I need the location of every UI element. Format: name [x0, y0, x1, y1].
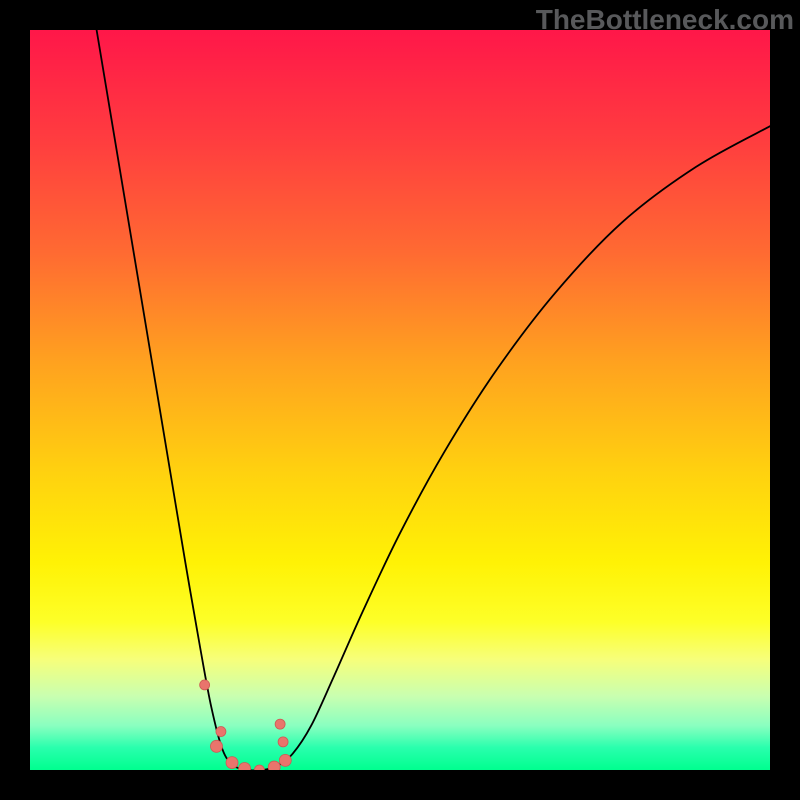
data-marker	[279, 754, 291, 766]
bottleneck-curve-chart	[0, 0, 800, 800]
watermark-label: TheBottleneck.com	[536, 4, 794, 36]
data-marker	[275, 719, 285, 729]
frame-border-left	[0, 0, 30, 800]
chart-canvas: TheBottleneck.com	[0, 0, 800, 800]
data-marker	[200, 680, 210, 690]
data-marker	[216, 727, 226, 737]
data-marker	[278, 737, 288, 747]
frame-border-bottom	[0, 770, 800, 800]
data-marker	[226, 757, 238, 769]
data-marker	[210, 740, 222, 752]
frame-border-right	[770, 0, 800, 800]
gradient-background	[30, 30, 770, 770]
